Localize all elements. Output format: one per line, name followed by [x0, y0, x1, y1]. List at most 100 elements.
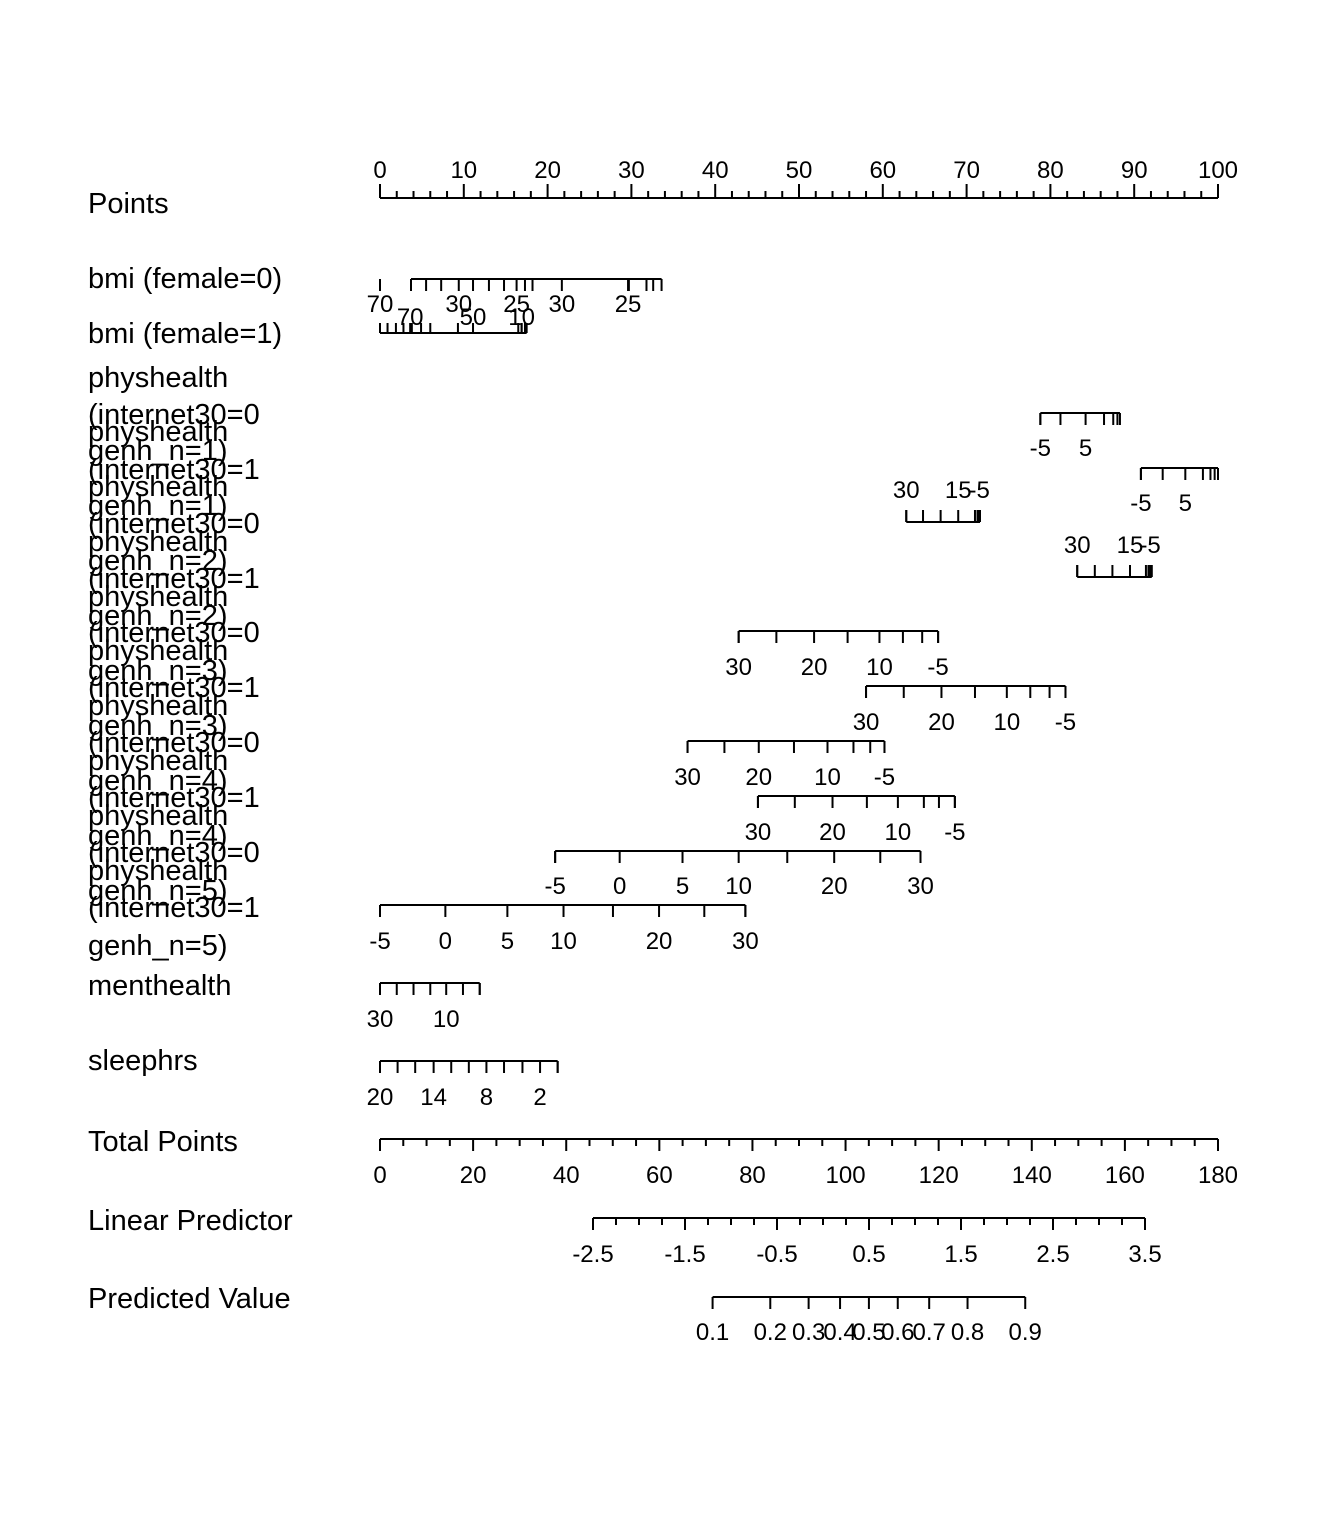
physhealth-internet30-1-genh-n-4-label-line: genh_n=4)	[88, 820, 228, 852]
physhealth-internet30-0-genh-n-1-tick-label: 5	[1079, 435, 1092, 462]
physhealth-internet30-1-genh-n-1-label-line: (internet30=1	[88, 454, 260, 486]
physhealth-internet30-1-genh-n-4-tick-label: 10	[885, 819, 912, 846]
sleephrs-tick-label: 2	[533, 1084, 546, 1111]
physhealth-internet30-0-genh-n-2-tick-label: -5	[968, 477, 989, 504]
points-tick-label: 0	[373, 157, 386, 184]
menthealth-label-line: menthealth	[88, 970, 232, 1002]
physhealth-internet30-0-genh-n-1-label-line: genh_n=1)	[88, 435, 228, 467]
predicted-value-label-line: Predicted Value	[88, 1283, 291, 1315]
physhealth-internet30-0-genh-n-5-tick-label: 20	[821, 873, 848, 900]
physhealth-internet30-0-genh-n-5-label-line: physhealth	[88, 800, 228, 832]
total-points-tick-label: 100	[826, 1162, 866, 1189]
total-points-tick-label: 60	[646, 1162, 673, 1189]
physhealth-internet30-1-genh-n-2-tick-label: 30	[1064, 532, 1091, 559]
physhealth-internet30-1-genh-n-4-label-line: (internet30=1	[88, 782, 260, 814]
physhealth-internet30-0-genh-n-5-tick-label: 5	[676, 873, 689, 900]
points-label-line: Points	[88, 188, 169, 220]
total-points-tick-label: 80	[739, 1162, 766, 1189]
physhealth-internet30-1-genh-n-1-tick-label: 5	[1179, 490, 1192, 517]
physhealth-internet30-0-genh-n-2-label-line: (internet30=0	[88, 508, 260, 540]
physhealth-internet30-0-genh-n-4-tick-label: -5	[874, 764, 895, 791]
predicted-value-tick-label: 0.6	[881, 1319, 914, 1346]
physhealth-internet30-0-genh-n-3-tick-label: 30	[725, 654, 752, 681]
physhealth-internet30-1-genh-n-1-tick-label: -5	[1130, 490, 1151, 517]
physhealth-internet30-1-genh-n-4-tick-label: -5	[944, 819, 965, 846]
predicted-value-tick-label: 0.1	[696, 1319, 729, 1346]
total-points-tick-label: 120	[919, 1162, 959, 1189]
points-tick-label: 30	[618, 157, 645, 184]
physhealth-internet30-1-genh-n-5-label-line: (internet30=1	[88, 892, 260, 924]
physhealth-internet30-1-genh-n-3-tick-label: 10	[993, 709, 1020, 736]
physhealth-internet30-0-genh-n-4-label-line: physhealth	[88, 690, 228, 722]
physhealth-internet30-0-genh-n-2-label-line: genh_n=2)	[88, 545, 228, 577]
physhealth-internet30-1-genh-n-1-label-line: physhealth	[88, 416, 228, 448]
bmi-female-1-label-line: bmi (female=1)	[88, 318, 282, 350]
physhealth-internet30-0-genh-n-2-tick-label: 30	[893, 477, 920, 504]
sleephrs-label-line: sleephrs	[88, 1045, 198, 1077]
points-tick-label: 70	[953, 157, 980, 184]
physhealth-internet30-0-genh-n-1-tick-label: -5	[1030, 435, 1051, 462]
bmi-female-1-tick-label: 70	[397, 304, 424, 331]
points-tick-label: 100	[1198, 157, 1238, 184]
points-tick-label: 50	[786, 157, 813, 184]
physhealth-internet30-0-genh-n-4-label-line: (internet30=0	[88, 727, 260, 759]
physhealth-internet30-0-genh-n-2-tick-label: 15	[945, 477, 972, 504]
bmi-female-0-tick-label: 30	[445, 291, 472, 318]
physhealth-internet30-1-genh-n-5-tick-label: 30	[732, 928, 759, 955]
physhealth-internet30-0-genh-n-4-label-line: genh_n=4)	[88, 765, 228, 797]
points-tick-label: 90	[1121, 157, 1148, 184]
predicted-value-tick-label: 0.2	[754, 1319, 787, 1346]
physhealth-internet30-1-genh-n-5-label-line: genh_n=5)	[88, 930, 228, 962]
physhealth-internet30-0-genh-n-3-tick-label: -5	[927, 654, 948, 681]
physhealth-internet30-1-genh-n-3-label-line: genh_n=3)	[88, 710, 228, 742]
physhealth-internet30-1-genh-n-2-label-line: genh_n=2)	[88, 600, 228, 632]
bmi-female-1-tick-label: 10	[508, 304, 535, 331]
predicted-value-tick-label: 0.3	[792, 1319, 825, 1346]
total-points-tick-label: 0	[373, 1162, 386, 1189]
total-points-label-line: Total Points	[88, 1126, 238, 1158]
physhealth-internet30-1-genh-n-4-tick-label: 30	[745, 819, 772, 846]
physhealth-internet30-1-genh-n-3-label-line: physhealth	[88, 635, 228, 667]
physhealth-internet30-1-genh-n-5-label-line: physhealth	[88, 855, 228, 887]
physhealth-internet30-0-genh-n-4-tick-label: 20	[745, 764, 772, 791]
physhealth-internet30-0-genh-n-5-tick-label: 30	[907, 873, 934, 900]
physhealth-internet30-1-genh-n-4-tick-label: 20	[819, 819, 846, 846]
physhealth-internet30-1-genh-n-4-label-line: physhealth	[88, 745, 228, 777]
physhealth-internet30-0-genh-n-4-tick-label: 30	[674, 764, 701, 791]
bmi-female-1-tick-label: 50	[460, 304, 487, 331]
points-tick-label: 10	[450, 157, 477, 184]
linear-predictor-tick-label: 3.5	[1128, 1241, 1161, 1268]
physhealth-internet30-0-genh-n-3-label-line: genh_n=3)	[88, 655, 228, 687]
physhealth-internet30-0-genh-n-3-tick-label: 10	[866, 654, 893, 681]
menthealth-tick-label: 30	[367, 1006, 394, 1033]
total-points-tick-label: 160	[1105, 1162, 1145, 1189]
physhealth-internet30-1-genh-n-5-tick-label: 20	[646, 928, 673, 955]
points-tick-label: 40	[702, 157, 729, 184]
physhealth-internet30-1-genh-n-3-tick-label: 30	[853, 709, 880, 736]
linear-predictor-tick-label: 0.5	[852, 1241, 885, 1268]
total-points-tick-label: 140	[1012, 1162, 1052, 1189]
bmi-female-0-tick-label: 70	[367, 291, 394, 318]
physhealth-internet30-0-genh-n-1-label-line: (internet30=0	[88, 399, 260, 431]
sleephrs-tick-label: 14	[420, 1084, 447, 1111]
physhealth-internet30-0-genh-n-5-label-line: (internet30=0	[88, 837, 260, 869]
linear-predictor-tick-label: -2.5	[572, 1241, 613, 1268]
menthealth-tick-label: 10	[433, 1006, 460, 1033]
physhealth-internet30-1-genh-n-3-tick-label: -5	[1055, 709, 1076, 736]
bmi-female-0-tick-label: 30	[548, 291, 575, 318]
physhealth-internet30-0-genh-n-4-tick-label: 10	[814, 764, 841, 791]
points-tick-label: 80	[1037, 157, 1064, 184]
physhealth-internet30-0-genh-n-1-label-line: physhealth	[88, 362, 228, 394]
physhealth-internet30-0-genh-n-3-label-line: (internet30=0	[88, 617, 260, 649]
physhealth-internet30-1-genh-n-2-label-line: (internet30=1	[88, 563, 260, 595]
linear-predictor-tick-label: -0.5	[756, 1241, 797, 1268]
physhealth-internet30-0-genh-n-5-tick-label: -5	[544, 873, 565, 900]
linear-predictor-tick-label: 1.5	[944, 1241, 977, 1268]
physhealth-internet30-0-genh-n-5-label-line: genh_n=5)	[88, 875, 228, 907]
predicted-value-tick-label: 0.5	[852, 1319, 885, 1346]
physhealth-internet30-1-genh-n-2-label-line: physhealth	[88, 526, 228, 558]
physhealth-internet30-1-genh-n-1-label-line: genh_n=1)	[88, 490, 228, 522]
total-points-tick-label: 180	[1198, 1162, 1238, 1189]
sleephrs-tick-label: 8	[480, 1084, 493, 1111]
